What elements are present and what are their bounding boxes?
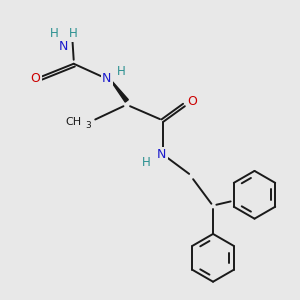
- Text: O: O: [187, 95, 197, 108]
- Text: H: H: [116, 65, 125, 78]
- Text: 3: 3: [86, 121, 92, 130]
- Text: N: N: [102, 72, 112, 85]
- Text: CH: CH: [66, 117, 82, 127]
- Text: H: H: [50, 27, 58, 40]
- Polygon shape: [111, 80, 128, 102]
- Text: O: O: [31, 72, 40, 85]
- Text: N: N: [59, 40, 68, 53]
- Text: H: H: [142, 156, 151, 169]
- Text: N: N: [157, 148, 166, 161]
- Text: H: H: [69, 27, 77, 40]
